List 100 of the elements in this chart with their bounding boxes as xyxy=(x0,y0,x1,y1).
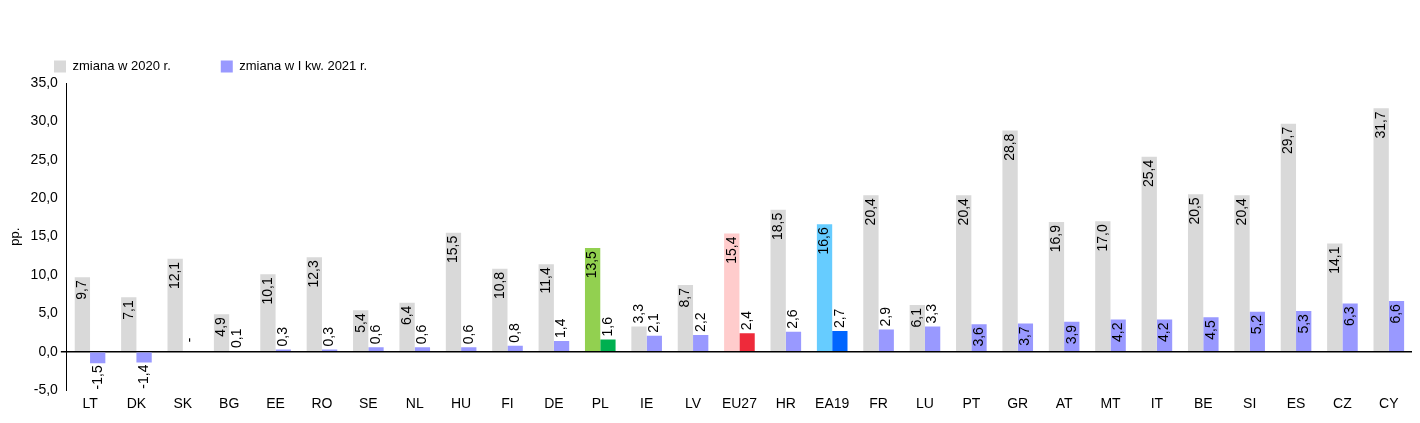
bar xyxy=(739,333,755,352)
bar xyxy=(461,347,477,352)
bar xyxy=(1141,156,1157,352)
data-label: 15,4 xyxy=(722,236,739,264)
x-tick-label: NL xyxy=(405,395,424,412)
bar xyxy=(785,331,802,352)
y-tick-label: -5,0 xyxy=(33,381,59,398)
data-label: -1,4 xyxy=(134,364,151,389)
data-label: 3,9 xyxy=(1062,324,1079,345)
data-label: 28,8 xyxy=(1000,133,1017,161)
data-label: 2,9 xyxy=(877,306,894,327)
data-label: 10,8 xyxy=(490,271,507,300)
data-label: 3,3 xyxy=(923,303,940,324)
data-label: 12,1 xyxy=(166,261,183,290)
bar xyxy=(260,274,276,352)
data-label: 7,1 xyxy=(119,300,136,320)
data-label: 1,4 xyxy=(552,318,569,339)
data-label: 0,3 xyxy=(320,326,337,347)
y-tick-label: 20,0 xyxy=(30,189,59,206)
data-label: 0,6 xyxy=(366,324,383,345)
data-label: 18,5 xyxy=(769,212,786,240)
text: - xyxy=(181,337,198,343)
x-tick-label: IE xyxy=(640,395,654,412)
x-tick-label: GR xyxy=(1007,395,1029,412)
data-label: 6,4 xyxy=(397,305,414,326)
y-axis-title: pp. xyxy=(7,227,23,246)
bar xyxy=(1095,221,1111,352)
data-label: 20,4 xyxy=(861,197,878,226)
data-label: 10,1 xyxy=(258,277,275,305)
bar xyxy=(1234,195,1250,352)
legend-label: zmiana w 2020 r. xyxy=(72,58,171,74)
data-label: 0,6 xyxy=(459,324,476,345)
bar xyxy=(1327,243,1343,352)
data-label: 3,7 xyxy=(1016,326,1033,346)
x-tick-label: FR xyxy=(869,395,888,412)
data-label: 2,7 xyxy=(830,308,847,329)
data-label: 29,7 xyxy=(1279,126,1296,154)
data-label: 4,2 xyxy=(1109,322,1126,343)
x-tick-label: DK xyxy=(126,395,147,412)
data-label: 16,9 xyxy=(1047,224,1064,253)
x-tick-label: ES xyxy=(1286,395,1306,412)
bar xyxy=(924,326,941,352)
x-tick-label: IT xyxy=(1150,395,1164,412)
bar xyxy=(646,335,662,352)
x-tick-label: PT xyxy=(962,395,981,412)
x-tick-label: SE xyxy=(359,395,378,412)
data-label: 2,6 xyxy=(784,309,801,329)
data-label: 3,3 xyxy=(629,303,646,324)
legend-label: zmiana w I kw. 2021 r. xyxy=(239,58,368,74)
data-label: 4,5 xyxy=(1201,320,1218,340)
bar xyxy=(832,331,848,352)
x-tick-label: SI xyxy=(1243,395,1257,412)
bar xyxy=(770,209,786,352)
y-tick-label: 25,0 xyxy=(30,150,59,167)
x-tick-label: CZ xyxy=(1333,395,1353,412)
data-label: 11,4 xyxy=(537,267,554,294)
x-tick-label: MT xyxy=(1100,395,1122,412)
data-label: 8,7 xyxy=(676,287,693,308)
bar xyxy=(553,341,570,352)
x-tick-label: DE xyxy=(544,395,564,412)
x-tick-label: FI xyxy=(501,395,514,412)
x-tick-label: SK xyxy=(173,395,193,412)
x-tick-label: EE xyxy=(266,395,285,412)
x-tick-label: EA19 xyxy=(815,395,850,412)
data-label: 0,1 xyxy=(227,328,244,349)
bar xyxy=(492,268,508,352)
bar xyxy=(136,352,152,363)
bar xyxy=(1187,194,1204,352)
data-label: 20,4 xyxy=(954,197,971,226)
bar xyxy=(878,329,894,352)
bar xyxy=(956,195,972,352)
data-label: 0,6 xyxy=(413,324,430,345)
data-label: 20,4 xyxy=(1232,197,1249,226)
bar xyxy=(1342,303,1358,352)
x-tick-label: AT xyxy=(1055,395,1073,412)
y-tick-label: 0,0 xyxy=(38,342,59,359)
data-label: 9,7 xyxy=(73,280,90,300)
data-label: 5,2 xyxy=(1248,314,1265,335)
data-label: 12,3 xyxy=(305,260,322,288)
data-label: 4,2 xyxy=(1155,322,1172,343)
bar xyxy=(1002,130,1018,352)
data-label: 0,3 xyxy=(274,326,291,347)
bar xyxy=(507,345,523,352)
x-tick-label: LU xyxy=(916,395,934,412)
y-tick-label: 15,0 xyxy=(30,227,59,244)
bar xyxy=(631,326,647,352)
data-label: 4,9 xyxy=(212,316,229,337)
y-tick-label: 10,0 xyxy=(30,265,59,282)
y-tick-label: 35,0 xyxy=(30,73,59,90)
y-tick-label: 5,0 xyxy=(38,304,59,321)
x-tick-label: BG xyxy=(219,395,240,412)
bar xyxy=(816,224,833,352)
data-label: 6,1 xyxy=(908,307,925,328)
bar xyxy=(1373,108,1389,352)
data-label: 5,4 xyxy=(351,313,368,333)
y-tick-label: 30,0 xyxy=(30,112,59,129)
data-label: 31,7 xyxy=(1372,111,1389,139)
bar xyxy=(74,277,91,352)
x-tick-label: BE xyxy=(1193,395,1213,412)
data-label: 15,5 xyxy=(444,235,461,264)
